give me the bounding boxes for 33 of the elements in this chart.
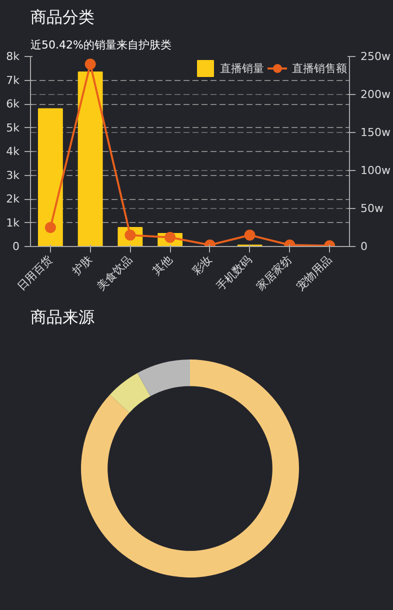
y-tick-label: 8k (6, 50, 20, 63)
y2-tick-label: 100w (360, 164, 390, 177)
point (44, 222, 56, 233)
y-tick-label: 5k (6, 121, 20, 134)
y2-tick-label: 150w (360, 126, 390, 139)
legend-label: 直播销售额 (292, 60, 347, 76)
y-tick-label: 4k (6, 145, 20, 158)
chart-title: 商品来源 (30, 308, 94, 326)
y2-tick-label: 200w (360, 88, 390, 101)
y-tick-label: 3k (6, 168, 20, 182)
y-tick-label: 2k (6, 192, 20, 206)
y-tick-label: 0 (12, 240, 20, 253)
x-tick-label: 宠物用品 (294, 252, 334, 294)
y-tick-label: 1k (6, 216, 20, 230)
chart-title: 商品分类 (30, 8, 94, 26)
x-tick-label: 日用百货 (14, 252, 56, 294)
point (244, 230, 256, 241)
y-tick-label: 7k (6, 74, 20, 87)
x-tick-label: 家居家纺 (254, 252, 294, 294)
x-tick-label: 护肤 (69, 252, 95, 278)
y-tick-label: 6k (6, 98, 20, 110)
bar (38, 108, 63, 246)
x-tick-label: 彩妆 (190, 252, 215, 278)
x-tick-label: 美食饮品 (94, 252, 135, 294)
legend-label: 直播销量 (220, 60, 264, 76)
y2-tick-label: 0 (360, 240, 368, 253)
point (84, 58, 96, 70)
chart-subtitle: 近50.42%的销量来自护肤类 (30, 38, 172, 52)
x-tick-label: 手机数码 (214, 252, 254, 294)
y2-tick-label: 250w (360, 50, 390, 63)
x-tick-label: 其他 (150, 252, 175, 278)
bar (78, 71, 103, 246)
y2-tick-label: 50w (360, 202, 384, 215)
